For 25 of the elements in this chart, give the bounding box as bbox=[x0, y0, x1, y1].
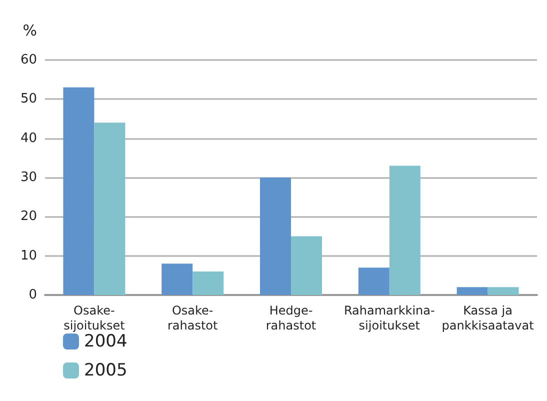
y-tick-label: 40 bbox=[20, 130, 37, 146]
legend-label: 2005 bbox=[84, 360, 128, 380]
x-tick-label: Hedge- rahastot bbox=[266, 304, 316, 332]
bar bbox=[63, 87, 94, 295]
legend-label: 2004 bbox=[84, 332, 128, 352]
y-axis-title: % bbox=[22, 22, 37, 40]
bar bbox=[389, 166, 420, 295]
x-tick-label: Osake- sijoitukset bbox=[64, 304, 126, 332]
x-tick-label: Kassa ja pankkisaatavat bbox=[442, 304, 534, 332]
x-tick-label: Rahamarkkina- sijoitukset bbox=[344, 304, 435, 332]
bar bbox=[162, 264, 193, 295]
y-tick-label: 0 bbox=[28, 288, 37, 302]
y-tick-label: 10 bbox=[20, 248, 37, 264]
bar bbox=[94, 122, 126, 295]
bar bbox=[291, 236, 322, 295]
y-tick-label: 30 bbox=[20, 170, 37, 185]
bar bbox=[488, 287, 519, 295]
bar bbox=[260, 178, 291, 295]
bar bbox=[192, 272, 224, 295]
y-tick-label: 50 bbox=[20, 92, 37, 107]
y-tick-label: 60 bbox=[20, 52, 37, 68]
x-tick-label: Osake- rahastot bbox=[167, 304, 218, 332]
bar bbox=[358, 268, 390, 295]
bar bbox=[456, 287, 488, 295]
y-tick-label: 20 bbox=[20, 209, 37, 224]
